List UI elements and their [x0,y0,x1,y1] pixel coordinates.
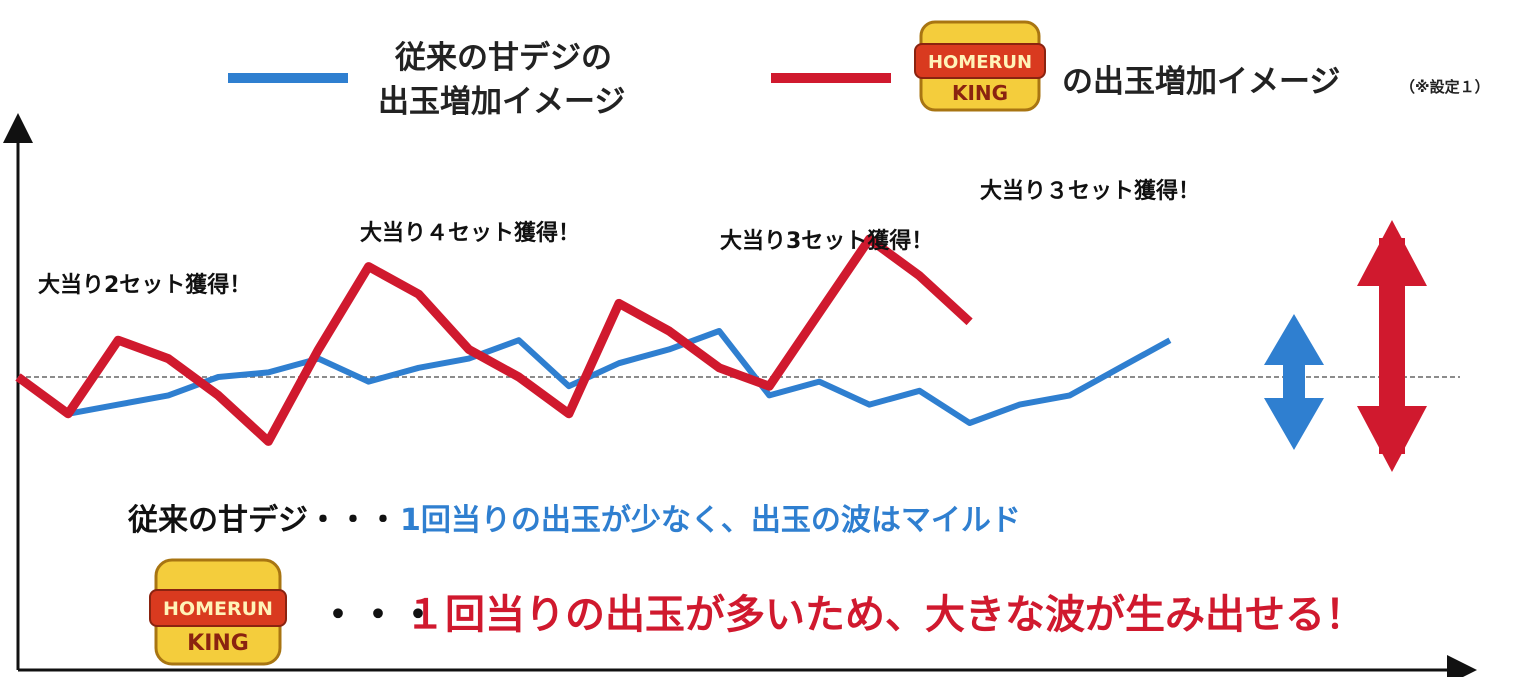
legend-label-conventional-line2: 出玉増加イメージ [378,84,625,120]
caption-logo-text-line2: KING [187,631,249,656]
caption-homerun-desc: １回当りの出玉が多いため、大きな波が生み出せる！ [405,592,1365,638]
caption-logo: HOMERUN KING [149,558,287,666]
range-arrow-conventional-icon [1264,314,1324,450]
legend-note-homerun: （※設定１） [1400,78,1490,96]
range-arrow-homerun-icon [1357,220,1427,472]
caption-conventional-desc: 1回当りの出玉が少なく、出玉の波はマイルド [400,503,1021,538]
legend: 従来の甘デジの 出玉増加イメージ HOMERUN KING の出玉増加イメージ … [228,20,1490,120]
series-line-conventional [16,328,1172,426]
annotation-3-set-b: 大当り３セット獲得！ [980,178,1200,204]
caption-homerun-prefix: ・・・ [318,592,438,638]
caption-conventional-label: 従来の甘デジ・・・ [127,503,398,538]
logo-banner [914,43,1046,79]
logo-text-line2: KING [952,81,1008,105]
caption-logo-text-line1: HOMERUN [163,598,273,620]
annotation-4-set: 大当り４セット獲得！ [360,220,580,246]
series-line-homerun [15,234,973,446]
annotation-3-set-a: 大当り3セット獲得！ [720,228,933,254]
logo-text-line1: HOMERUN [928,52,1032,73]
legend-label-homerun: の出玉増加イメージ [1062,64,1340,100]
legend-label-conventional-line1: 従来の甘デジの [394,40,612,76]
legend-logo: HOMERUN KING [914,20,1046,112]
annotation-2-set: 大当り2セット獲得！ [38,272,251,298]
caption-logo-banner [149,589,287,627]
